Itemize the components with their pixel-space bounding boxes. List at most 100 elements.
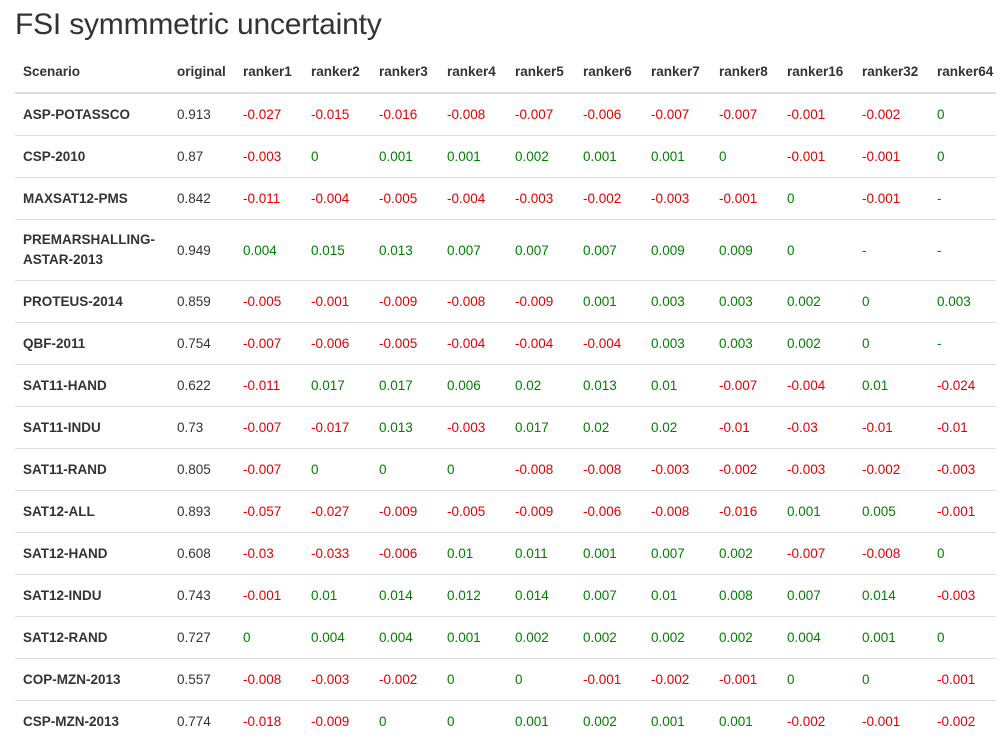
value-cell: 0.002	[507, 136, 575, 178]
column-header-ranker16: ranker16	[779, 50, 854, 93]
value-cell: -0.007	[711, 365, 779, 407]
value-cell: 0	[303, 449, 371, 491]
value-cell: -0.009	[371, 281, 439, 323]
value-cell: -0.008	[235, 659, 303, 701]
value-cell: -0.009	[371, 491, 439, 533]
value-cell: -0.007	[235, 323, 303, 365]
value-cell: 0.017	[303, 365, 371, 407]
value-cell: -0.033	[303, 533, 371, 575]
value-cell: -0.004	[507, 323, 575, 365]
value-cell: -0.009	[507, 491, 575, 533]
value-cell: 0.014	[854, 575, 929, 617]
value-cell: 0.001	[711, 701, 779, 742]
value-cell: -0.001	[711, 178, 779, 220]
value-cell: -0.001	[303, 281, 371, 323]
value-cell: -0.01	[929, 407, 996, 449]
value-cell: -0.007	[507, 93, 575, 136]
value-cell: 0.02	[507, 365, 575, 407]
value-cell: 0.003	[643, 323, 711, 365]
column-header-ranker4: ranker4	[439, 50, 507, 93]
value-cell: -0.006	[575, 491, 643, 533]
value-cell: 0.014	[371, 575, 439, 617]
scenario-cell: CSP-MZN-2013	[15, 701, 169, 742]
value-cell: -0.008	[854, 533, 929, 575]
value-cell: 0	[371, 449, 439, 491]
value-cell: -0.005	[235, 281, 303, 323]
column-header-scenario: Scenario	[15, 50, 169, 93]
original-cell: 0.774	[169, 701, 235, 742]
column-header-ranker8: ranker8	[711, 50, 779, 93]
value-cell: -0.016	[371, 93, 439, 136]
value-cell: -0.003	[507, 178, 575, 220]
table-header: Scenario original ranker1 ranker2 ranker…	[15, 50, 996, 93]
value-cell: -0.001	[575, 659, 643, 701]
value-cell: -0.027	[303, 491, 371, 533]
scenario-cell: PROTEUS-2014	[15, 281, 169, 323]
value-cell: -0.001	[854, 178, 929, 220]
value-cell: 0.001	[575, 136, 643, 178]
value-cell: 0.003	[643, 281, 711, 323]
value-cell: 0.013	[575, 365, 643, 407]
value-cell: -0.011	[235, 365, 303, 407]
value-cell: -0.057	[235, 491, 303, 533]
value-cell: 0.002	[711, 617, 779, 659]
value-cell: -0.003	[929, 575, 996, 617]
value-cell: -	[929, 323, 996, 365]
original-cell: 0.608	[169, 533, 235, 575]
value-cell: 0	[439, 701, 507, 742]
value-cell: 0.001	[507, 701, 575, 742]
value-cell: 0.003	[711, 281, 779, 323]
original-cell: 0.73	[169, 407, 235, 449]
scenario-cell: MAXSAT12-PMS	[15, 178, 169, 220]
value-cell: -0.001	[929, 491, 996, 533]
value-cell: 0.007	[575, 575, 643, 617]
value-cell: 0.001	[643, 136, 711, 178]
value-cell: 0.008	[711, 575, 779, 617]
value-cell: 0	[929, 617, 996, 659]
column-header-ranker64: ranker64	[929, 50, 996, 93]
value-cell: -0.001	[779, 136, 854, 178]
value-cell: 0	[439, 659, 507, 701]
value-cell: 0.005	[854, 491, 929, 533]
original-cell: 0.949	[169, 220, 235, 281]
value-cell: 0.017	[371, 365, 439, 407]
value-cell: -0.007	[235, 449, 303, 491]
scenario-cell: CSP-2010	[15, 136, 169, 178]
scenario-cell: SAT12-RAND	[15, 617, 169, 659]
value-cell: 0.001	[779, 491, 854, 533]
value-cell: 0	[711, 136, 779, 178]
original-cell: 0.754	[169, 323, 235, 365]
scenario-cell: SAT11-HAND	[15, 365, 169, 407]
value-cell: 0.02	[575, 407, 643, 449]
value-cell: 0	[779, 220, 854, 281]
value-cell: -	[929, 220, 996, 281]
value-cell: -0.001	[929, 659, 996, 701]
value-cell: -0.003	[303, 659, 371, 701]
value-cell: 0.007	[575, 220, 643, 281]
original-cell: 0.893	[169, 491, 235, 533]
value-cell: -0.003	[643, 449, 711, 491]
value-cell: -0.003	[779, 449, 854, 491]
column-header-ranker1: ranker1	[235, 50, 303, 93]
value-cell: 0	[235, 617, 303, 659]
original-cell: 0.859	[169, 281, 235, 323]
value-cell: -0.001	[854, 136, 929, 178]
column-header-ranker7: ranker7	[643, 50, 711, 93]
original-cell: 0.743	[169, 575, 235, 617]
results-table: Scenario original ranker1 ranker2 ranker…	[15, 50, 996, 742]
value-cell: 0.002	[779, 323, 854, 365]
value-cell: 0.003	[929, 281, 996, 323]
value-cell: -0.027	[235, 93, 303, 136]
scenario-cell: PREMARSHALLING-ASTAR-2013	[15, 220, 169, 281]
value-cell: -0.001	[779, 93, 854, 136]
value-cell: 0	[439, 449, 507, 491]
original-cell: 0.87	[169, 136, 235, 178]
